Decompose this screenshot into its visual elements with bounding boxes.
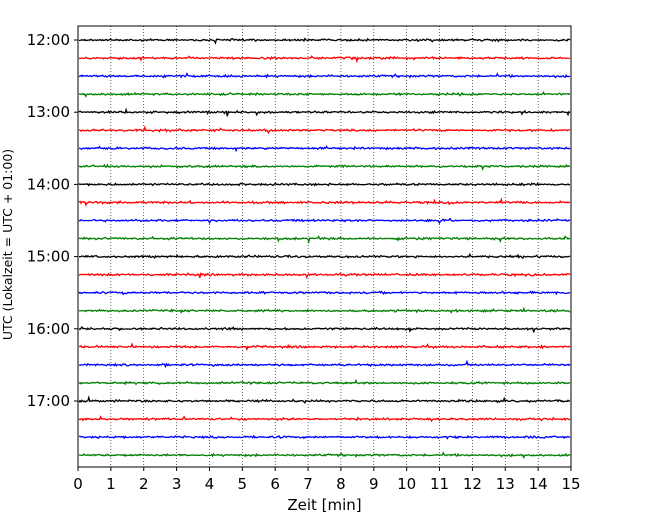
x-tick-label: 2	[139, 475, 149, 493]
trace-1430	[78, 217, 571, 225]
x-tick-label: 3	[172, 475, 182, 493]
trace-1300	[78, 107, 571, 117]
trace-1315	[78, 125, 571, 135]
x-tick-label: 7	[303, 475, 313, 493]
trace-1700	[78, 395, 571, 405]
trace-1630	[78, 359, 571, 369]
trace-1715	[78, 415, 571, 423]
y-tick-label: 13:00	[27, 103, 70, 121]
trace-1745	[78, 451, 571, 459]
trace-1515	[78, 272, 571, 279]
seismic-traces	[78, 37, 571, 459]
x-tick-label: 12	[463, 475, 482, 493]
x-tick-label: 13	[496, 475, 515, 493]
x-tick-label: 10	[397, 475, 416, 493]
trace-1230	[78, 72, 571, 79]
y-axis-ticks: 12:00 13:00 14:00 15:00 16:00 17:00	[27, 31, 78, 410]
trace-1615	[78, 342, 571, 352]
trace-1645	[78, 378, 571, 386]
x-axis-ticks: 0 1 2 3 4 5 6 7 8 9 10 11 12 13 14 15	[73, 467, 581, 493]
trace-1445	[78, 235, 571, 244]
trace-1200	[78, 37, 571, 45]
x-tick-label: 9	[369, 475, 379, 493]
trace-1400	[78, 182, 571, 187]
trace-1245	[78, 90, 571, 98]
x-tick-label: 15	[561, 475, 580, 493]
x-tick-label: 0	[73, 475, 83, 493]
trace-1600	[78, 325, 571, 333]
x-tick-label: 5	[238, 475, 248, 493]
x-tick-label: 4	[205, 475, 215, 493]
trace-1415	[78, 197, 571, 207]
x-tick-label: 8	[336, 475, 346, 493]
trace-1215	[78, 55, 571, 64]
x-tick-label: 14	[529, 475, 548, 493]
y-tick-label: 12:00	[27, 31, 70, 49]
y-tick-label: 14:00	[27, 175, 70, 193]
trace-1730	[78, 434, 571, 440]
x-tick-label: 6	[270, 475, 280, 493]
trace-1530	[78, 290, 571, 296]
y-tick-label: 17:00	[27, 392, 70, 410]
x-tick-label: 1	[106, 475, 116, 493]
x-tick-label: 11	[430, 475, 449, 493]
trace-1545	[78, 306, 571, 315]
y-tick-label: 16:00	[27, 320, 70, 338]
plot-frame	[77, 25, 572, 468]
y-tick-label: 15:00	[27, 248, 70, 266]
trace-1345	[78, 163, 571, 171]
y-axis-label: UTC (Lokalzeit = UTC + 01:00)	[0, 149, 15, 340]
trace-1330	[78, 145, 571, 153]
trace-1500	[78, 252, 571, 260]
x-axis-label: Zeit [min]	[287, 496, 361, 514]
